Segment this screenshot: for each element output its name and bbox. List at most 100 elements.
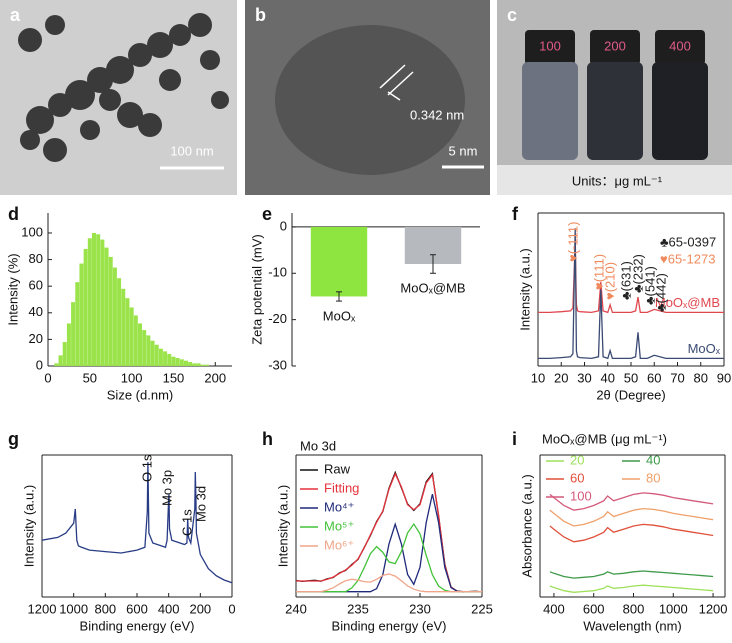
panel-title: Mo 3d [300, 438, 336, 453]
line [549, 492, 714, 511]
category-label: MoOₓ@MB [400, 281, 465, 296]
x-tick-label: 80 [694, 370, 708, 385]
x-tick-label: 600 [126, 601, 148, 616]
panel-label: g [8, 429, 19, 449]
x-axis-label: 2θ (Degree) [596, 387, 665, 402]
x-tick-label: 225 [471, 601, 493, 616]
x-tick-label: 20 [554, 370, 568, 385]
peak-label: O 1s [139, 454, 154, 482]
panel-label: b [255, 5, 266, 25]
x-tick-label: 1200 [699, 601, 728, 616]
x-tick-label: 200 [204, 370, 226, 385]
legend-label: 80 [646, 470, 660, 485]
vials [522, 30, 708, 160]
line [41, 462, 233, 584]
y-tick-label: 40 [29, 304, 43, 319]
x-tick-label: 10 [531, 370, 545, 385]
x-tick-label: 100 [121, 370, 143, 385]
bar [204, 364, 209, 366]
bar [142, 330, 147, 366]
lattice-marker [387, 71, 414, 96]
x-tick-label: 40 [601, 370, 615, 385]
bar [96, 234, 101, 366]
y-axis-label: Absorbance (a.u.) [519, 474, 534, 577]
x-tick-label: 0 [44, 370, 51, 385]
line [296, 573, 482, 593]
x-tick-label: 400 [543, 601, 565, 616]
bar [121, 288, 126, 366]
legend-label: 40 [646, 452, 660, 467]
line [549, 523, 714, 543]
legend-label: 100 [570, 488, 592, 503]
y-tick-label: 20 [29, 331, 43, 346]
legend-label: Mo⁵⁺ [324, 518, 354, 533]
bar [158, 348, 163, 366]
panel-label: e [262, 204, 272, 224]
y-tick-label: 0 [36, 357, 43, 372]
x-axis-label: Wavelength (nm) [583, 618, 682, 633]
x-tick-label: 1200 [28, 601, 57, 616]
bar [79, 263, 84, 366]
bar [62, 342, 67, 366]
bar [154, 344, 159, 366]
particle [275, 25, 465, 175]
x-tick-label: 0 [228, 601, 235, 616]
line [549, 584, 714, 593]
peak-label: Mo 3p [159, 470, 174, 506]
y-axis-label: Intensity (a.u.) [21, 485, 36, 567]
lattice-label: 0.342 nm [410, 107, 464, 122]
x-tick-label: 1000 [659, 601, 688, 616]
bar [100, 239, 105, 366]
bar [92, 232, 96, 366]
bar [71, 302, 76, 366]
y-tick-label: -30 [268, 357, 287, 372]
lattice-marker [379, 64, 406, 89]
panel-label: h [262, 429, 273, 449]
bar [58, 355, 63, 366]
bar [188, 362, 193, 366]
panel-label: c [507, 5, 517, 25]
bar [54, 363, 59, 366]
x-tick-label: 800 [623, 601, 645, 616]
bar [200, 364, 205, 366]
bar [125, 298, 130, 366]
x-tick-label: 60 [647, 370, 661, 385]
tem-image: 100 nm a [0, 0, 237, 195]
category-label: MoOₓ [323, 309, 356, 324]
vial-label: 200 [604, 38, 626, 53]
bar [163, 351, 168, 366]
peak-label: ♥(111) [591, 254, 606, 290]
caption: Units：μg mL⁻¹ [572, 173, 663, 188]
x-axis-label: Binding energy (eV) [332, 618, 447, 633]
bar [133, 315, 138, 366]
x-tick-label: 400 [158, 601, 180, 616]
series-label: MoOₓ@MB [655, 295, 720, 310]
bar [179, 359, 184, 366]
legend-label: 20 [570, 452, 584, 467]
x-tick-label: 1000 [59, 601, 88, 616]
bar [112, 267, 117, 366]
y-axis-label: Zeta potential (mV) [249, 234, 264, 345]
panel-label: d [8, 204, 19, 224]
bar [108, 256, 113, 366]
panel-label: a [10, 5, 21, 25]
legend-label: Fitting [324, 480, 359, 495]
hrtem-image: 0.342 nm 5 nm b [245, 0, 490, 195]
x-axis-label: Binding energy (eV) [80, 618, 195, 633]
x-tick-label: 240 [285, 601, 307, 616]
bar [146, 335, 151, 366]
x-tick-label: 70 [670, 370, 684, 385]
bar [117, 278, 122, 366]
x-tick-label: 230 [409, 601, 431, 616]
legend-label: ♣65-0397 [660, 234, 716, 249]
bar [66, 323, 71, 366]
bar [192, 363, 197, 366]
y-tick-label: 0 [280, 218, 287, 233]
bar [175, 358, 180, 366]
panel-label: f [512, 204, 519, 224]
peak-label: ♥(-111) [565, 222, 580, 262]
legend-label: Mo⁶⁺ [324, 537, 354, 552]
panel-label: i [512, 429, 517, 449]
bar [129, 307, 134, 366]
y-tick-label: -20 [268, 311, 287, 326]
